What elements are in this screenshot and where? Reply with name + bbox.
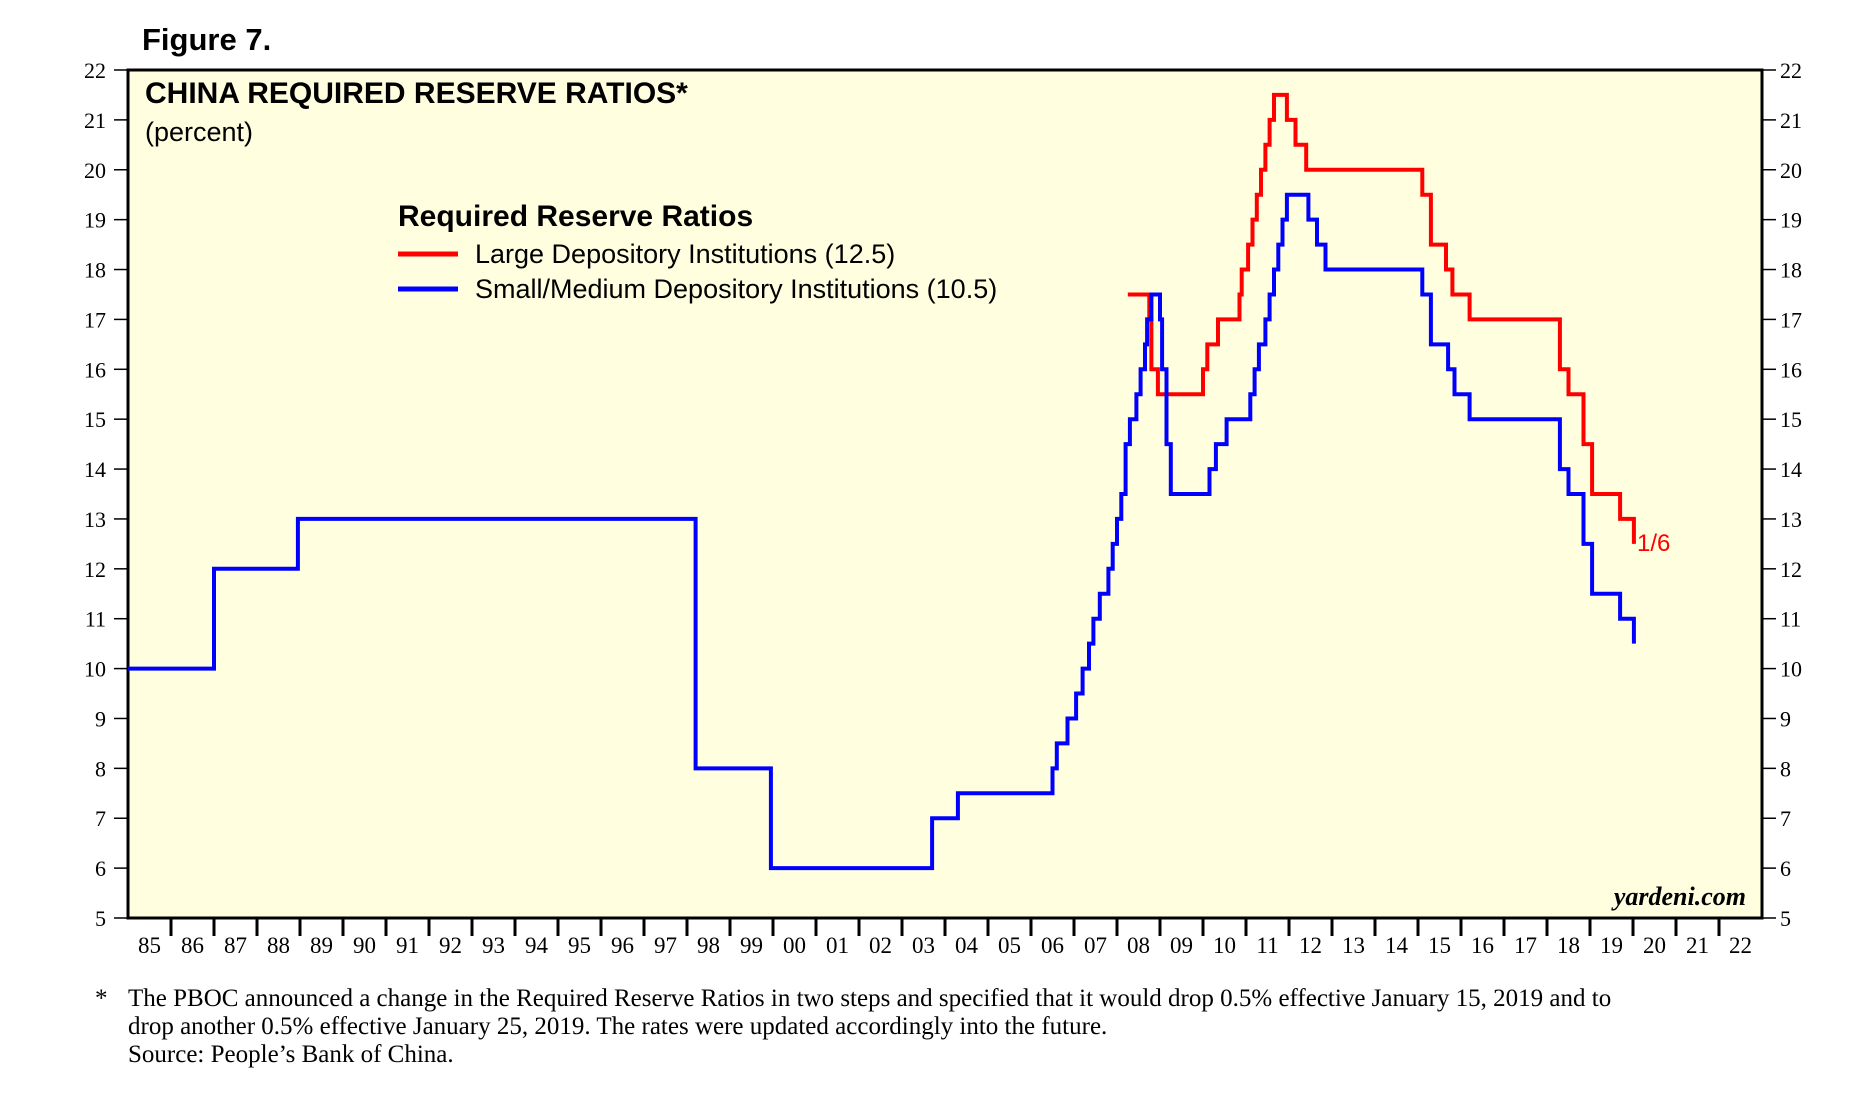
- footnote-source: Source: People’s Bank of China.: [128, 1041, 454, 1068]
- y-tick-label-right: 8: [1780, 756, 1791, 781]
- y-tick-label-right: 6: [1780, 856, 1791, 881]
- chart-title: CHINA REQUIRED RESERVE RATIOS*: [145, 77, 688, 110]
- series-line-1: [128, 192, 1636, 871]
- x-tick-label: 15: [1428, 933, 1451, 958]
- y-tick-label-left: 6: [95, 856, 106, 881]
- x-tick-label: 07: [1084, 933, 1107, 958]
- legend-label-1: Small/Medium Depository Institutions (10…: [475, 274, 997, 304]
- y-tick-label-left: 13: [84, 507, 106, 532]
- x-tick-label: 95: [568, 933, 591, 958]
- x-tick-label: 20: [1643, 933, 1666, 958]
- y-tick-label-right: 15: [1780, 407, 1802, 432]
- x-tick-label: 13: [1342, 933, 1365, 958]
- x-tick-label: 93: [482, 933, 505, 958]
- series-line-0: [1127, 92, 1636, 544]
- y-tick-label-left: 5: [95, 906, 106, 931]
- x-tick-label: 02: [869, 933, 892, 958]
- x-tick-label: 10: [1213, 933, 1236, 958]
- x-tick-label: 09: [1170, 933, 1193, 958]
- x-tick-label: 14: [1385, 933, 1409, 958]
- footnote-line-1: The PBOC announced a change in the Requi…: [128, 985, 1612, 1012]
- x-tick-label: 01: [826, 933, 849, 958]
- y-tick-label-left: 14: [84, 457, 106, 482]
- x-tick-label: 88: [267, 933, 290, 958]
- x-tick-label: 08: [1127, 933, 1150, 958]
- y-tick-label-left: 19: [84, 208, 106, 233]
- y-tick-label-right: 14: [1780, 457, 1802, 482]
- series-layer: [128, 92, 1636, 871]
- y-tick-label-right: 5: [1780, 906, 1791, 931]
- x-tick-label: 17: [1514, 933, 1537, 958]
- y-tick-label-right: 10: [1780, 657, 1802, 682]
- x-tick-label: 16: [1471, 933, 1494, 958]
- x-tick-label: 85: [138, 933, 161, 958]
- legend: Large Depository Institutions (12.5) Smal…: [398, 239, 997, 304]
- y-tick-label-right: 7: [1780, 806, 1791, 831]
- x-tick-label: 87: [224, 933, 247, 958]
- x-tick-label: 12: [1299, 933, 1322, 958]
- y-tick-label-left: 10: [84, 657, 106, 682]
- x-tick-label: 99: [740, 933, 763, 958]
- x-tick-label: 89: [310, 933, 333, 958]
- x-tick-label: 00: [783, 933, 806, 958]
- footnote-line-2: drop another 0.5% effective January 25, …: [128, 1013, 1108, 1040]
- legend-label-0: Large Depository Institutions (12.5): [475, 239, 895, 269]
- y-tick-label-left: 18: [84, 258, 106, 283]
- y-tick-label-left: 8: [95, 756, 106, 781]
- y-tick-label-right: 22: [1780, 58, 1802, 83]
- x-tick-label: 94: [525, 933, 549, 958]
- x-tick-label: 97: [654, 933, 677, 958]
- y-tick-label-left: 22: [84, 58, 106, 83]
- x-tick-label: 86: [181, 933, 204, 958]
- x-tick-label: 18: [1557, 933, 1580, 958]
- x-tick-label: 91: [396, 933, 419, 958]
- y-tick-label-left: 20: [84, 158, 106, 183]
- x-tick-label: 06: [1041, 933, 1064, 958]
- legend-title: Required Reserve Ratios: [398, 200, 753, 233]
- x-tick-label: 03: [912, 933, 935, 958]
- y-tick-label-left: 21: [84, 108, 106, 133]
- y-tick-label-right: 18: [1780, 258, 1802, 283]
- y-tick-label-left: 11: [85, 607, 106, 632]
- footnote: * The PBOC announced a change in the Req…: [95, 985, 1795, 1069]
- x-tick-label: 90: [353, 933, 376, 958]
- x-tick-label: 22: [1729, 933, 1752, 958]
- y-tick-label-right: 17: [1780, 307, 1802, 332]
- y-tick-label-left: 17: [84, 307, 106, 332]
- y-tick-label-right: 20: [1780, 158, 1802, 183]
- x-tick-label: 19: [1600, 933, 1623, 958]
- y-tick-label-right: 21: [1780, 108, 1802, 133]
- x-tick-label: 05: [998, 933, 1021, 958]
- y-tick-label-right: 16: [1780, 357, 1802, 382]
- end-label: 1/6: [1637, 530, 1670, 557]
- watermark: yardeni.com: [1611, 882, 1746, 911]
- y-tick-label-right: 13: [1780, 507, 1802, 532]
- y-tick-label-left: 16: [84, 357, 106, 382]
- x-tick-label: 11: [1256, 933, 1278, 958]
- x-tick-label: 98: [697, 933, 720, 958]
- x-tick-label: 21: [1686, 933, 1709, 958]
- plot-area: [126, 68, 1764, 920]
- y-tick-label-left: 15: [84, 407, 106, 432]
- footnote-marker: *: [95, 985, 108, 1012]
- figure-label: Figure 7.: [142, 22, 271, 57]
- y-tick-label-left: 7: [95, 806, 106, 831]
- y-tick-label-right: 11: [1780, 607, 1801, 632]
- y-tick-label-right: 9: [1780, 706, 1791, 731]
- x-tick-label: 92: [439, 933, 462, 958]
- x-tick-label: 04: [955, 933, 979, 958]
- y-tick-label-right: 19: [1780, 208, 1802, 233]
- x-tick-label: 96: [611, 933, 634, 958]
- y-tick-label-left: 12: [84, 557, 106, 582]
- chart-subtitle: (percent): [145, 117, 253, 147]
- y-tick-label-left: 9: [95, 706, 106, 731]
- y-tick-label-right: 12: [1780, 557, 1802, 582]
